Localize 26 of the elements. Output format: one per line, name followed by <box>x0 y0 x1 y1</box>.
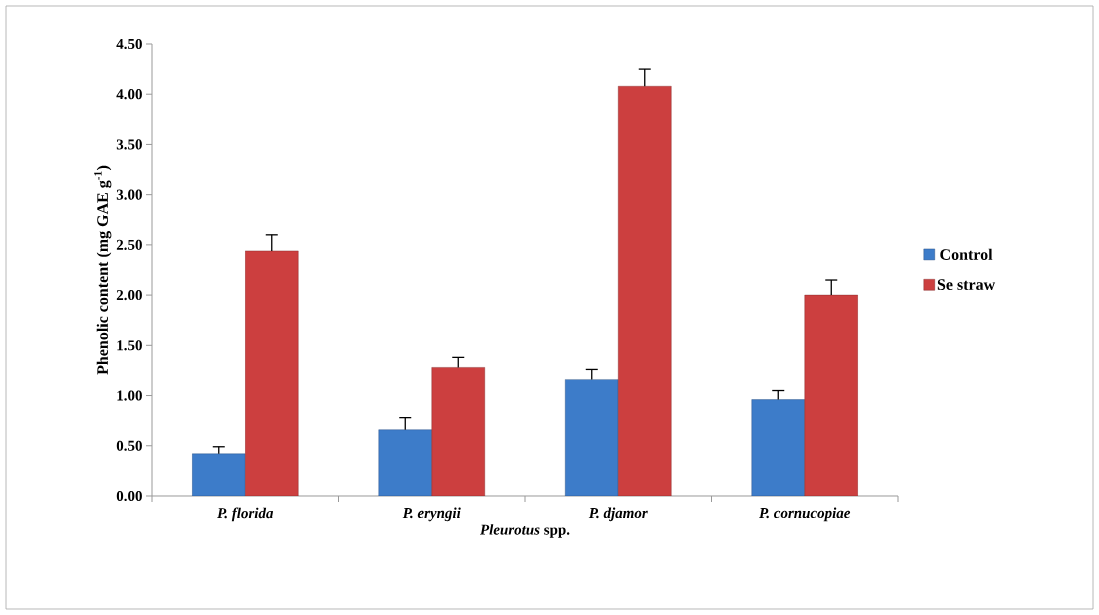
bar <box>378 429 432 496</box>
bar <box>192 453 246 496</box>
y-tick-label: 0.50 <box>116 440 142 451</box>
y-tick-label: 2.50 <box>116 239 142 250</box>
legend-label: Control <box>940 248 993 260</box>
x-axis-title: Pleurotus spp. <box>479 524 570 538</box>
x-tick-label: P. eryngii <box>402 507 461 522</box>
y-tick-label: 4.50 <box>116 38 142 50</box>
bar <box>804 294 858 496</box>
y-tick-label: 1.00 <box>117 390 142 401</box>
bar <box>618 85 672 496</box>
y-tick-label: 3.00 <box>116 189 142 200</box>
bar <box>431 367 485 496</box>
y-tick-label: 3.50 <box>116 139 142 150</box>
x-tick-label: P. cornucopiae <box>759 507 851 522</box>
legend-label: Se straw <box>937 279 996 290</box>
y-tick-label: 4.00 <box>116 89 142 100</box>
x-tick-label: P. djamor <box>588 507 648 522</box>
y-tick-label: 0.00 <box>116 490 142 502</box>
y-tick-label: 2.00 <box>116 290 142 301</box>
x-tick-label: P. florida <box>217 507 274 522</box>
bar <box>565 379 619 496</box>
y-axis-title: Phenolic content (mg GAE g$^{-1}$) <box>94 165 112 375</box>
y-tick-label: 1.50 <box>117 340 142 351</box>
bar <box>751 399 805 496</box>
bar <box>245 250 299 496</box>
